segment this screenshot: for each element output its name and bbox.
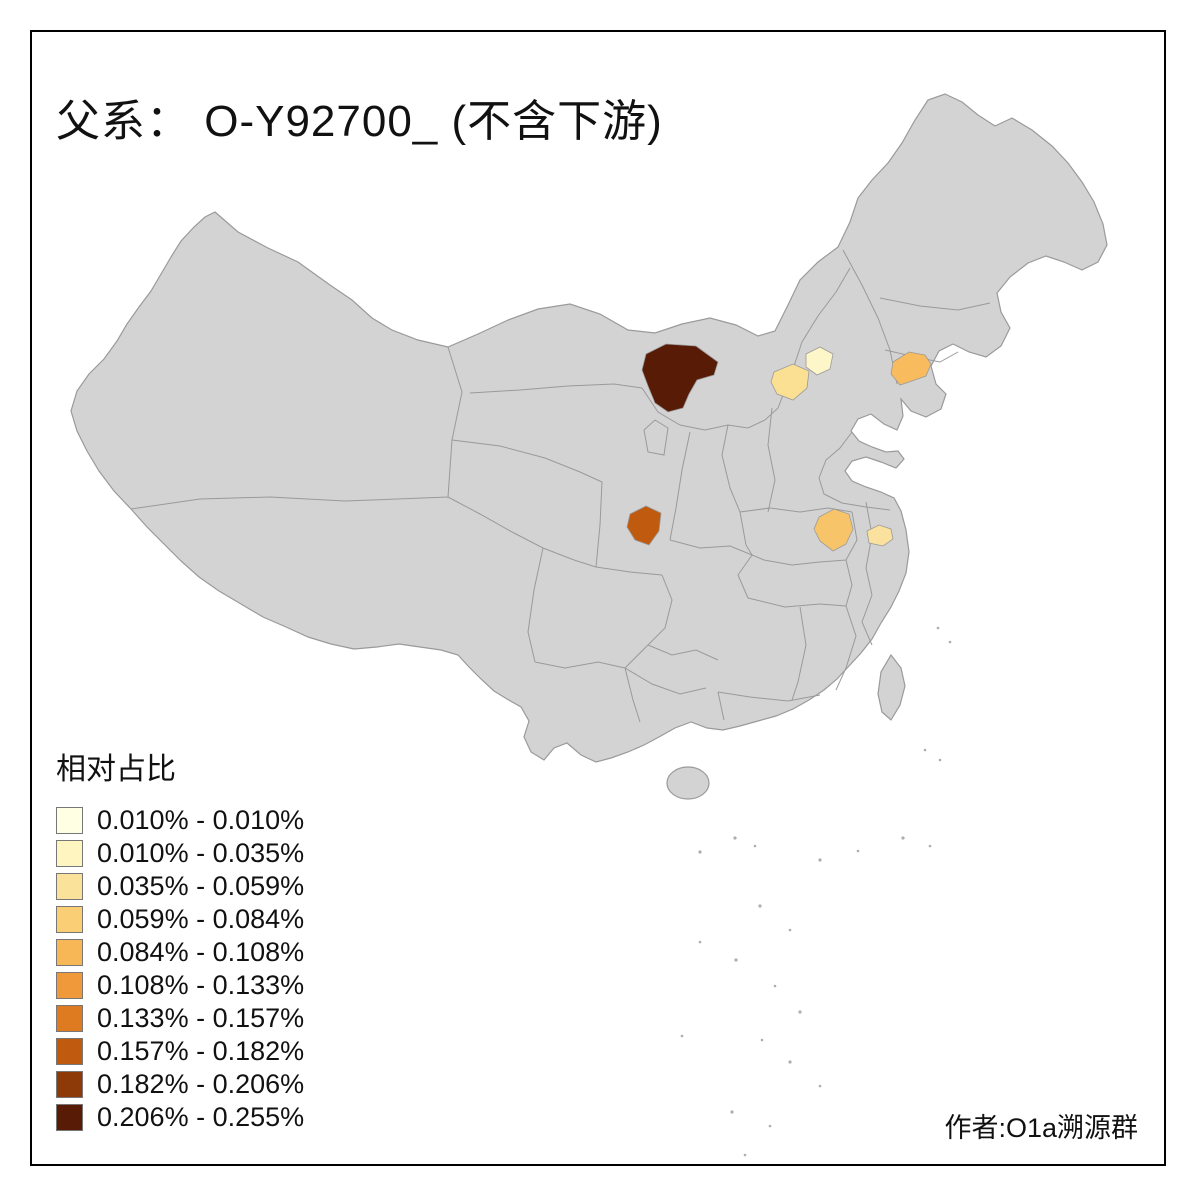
- legend-label: 0.133% - 0.157%: [97, 1003, 305, 1033]
- legend-label: 0.108% - 0.133%: [97, 970, 305, 1000]
- legend-swatch: [56, 1005, 83, 1032]
- legend-swatch: [56, 1071, 83, 1098]
- legend-row: 0.206% - 0.255%: [56, 1101, 304, 1134]
- legend-label: 0.059% - 0.084%: [97, 904, 305, 934]
- china-mainland-outline: [70, 93, 1108, 763]
- legend-row: 0.059% - 0.084%: [56, 903, 304, 936]
- province-borders: [130, 249, 991, 723]
- legend-swatch: [56, 939, 83, 966]
- south-china-sea-islands: [680, 626, 952, 1157]
- legend-label: 0.010% - 0.035%: [97, 838, 305, 868]
- legend-row: 0.157% - 0.182%: [56, 1035, 304, 1068]
- legend-row: 0.010% - 0.010%: [56, 804, 304, 837]
- legend-swatch: [56, 906, 83, 933]
- legend-row: 0.182% - 0.206%: [56, 1068, 304, 1101]
- legend: 相对占比 0.010% - 0.010% 0.010% - 0.035% 0.0…: [56, 744, 304, 1134]
- highlight-liaoning-coast: [890, 351, 932, 386]
- legend-label: 0.182% - 0.206%: [97, 1069, 305, 1099]
- legend-label: 0.035% - 0.059%: [97, 871, 305, 901]
- legend-row: 0.133% - 0.157%: [56, 1002, 304, 1035]
- legend-row: 0.108% - 0.133%: [56, 969, 304, 1002]
- attribution: 作者:O1a溯源群: [944, 1113, 1138, 1143]
- legend-swatch: [56, 807, 83, 834]
- taiwan-island: [877, 653, 906, 721]
- legend-swatch: [56, 873, 83, 900]
- legend-label: 0.084% - 0.108%: [97, 937, 305, 967]
- highlight-henan-east: [813, 508, 854, 552]
- legend-swatch: [56, 1038, 83, 1065]
- highlight-beijing-area: [805, 346, 834, 376]
- legend-row: 0.010% - 0.035%: [56, 837, 304, 870]
- page-title: 父系： O-Y92700_ (不含下游): [56, 97, 663, 147]
- highlight-hebei-northwest: [770, 363, 810, 401]
- legend-swatch: [56, 972, 83, 999]
- legend-swatch: [56, 840, 83, 867]
- legend-row: 0.035% - 0.059%: [56, 870, 304, 903]
- legend-label: 0.206% - 0.255%: [97, 1102, 305, 1132]
- legend-swatch: [56, 1104, 83, 1131]
- legend-label: 0.157% - 0.182%: [97, 1036, 305, 1066]
- legend-title: 相对占比: [56, 753, 176, 786]
- legend-label: 0.010% - 0.010%: [97, 805, 305, 835]
- hainan-island: [666, 766, 710, 800]
- highlight-shaanxi-central: [626, 505, 662, 546]
- highlight-anhui-north: [866, 524, 894, 547]
- legend-row: 0.084% - 0.108%: [56, 936, 304, 969]
- highlight-inner-mongolia-west: [641, 343, 719, 413]
